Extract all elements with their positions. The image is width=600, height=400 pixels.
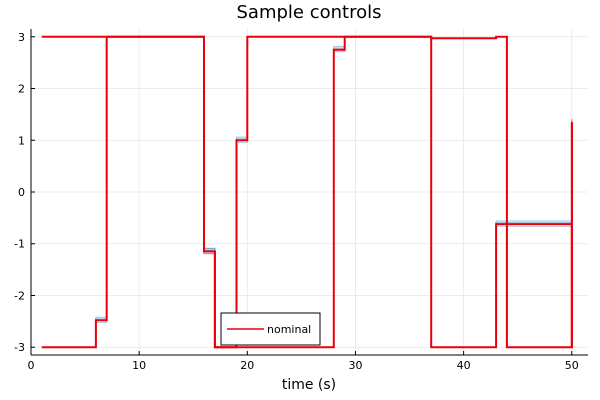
chart-title: Sample controls [237,2,382,23]
x-tick-label: 0 [28,359,35,372]
y-tick-label: -1 [14,238,25,251]
x-tick-label: 30 [348,359,362,372]
series-line-control-2 [41,35,573,349]
x-tick-label: 10 [132,359,146,372]
legend: nominal [220,312,321,346]
x-tick-label: 50 [565,359,579,372]
y-tick-label: 1 [18,134,25,147]
grid [30,29,588,355]
y-tick-label: -3 [14,341,25,354]
series-lines [41,35,573,349]
axes [30,29,588,356]
x-tick-label: 40 [457,359,471,372]
series-line-nominal [41,35,573,349]
legend-label-nominal: nominal [267,323,311,336]
y-tick-label: 0 [18,186,25,199]
tick-labels: 0 10 20 30 40 50 -3 -2 -1 0 1 2 3 [14,31,579,372]
y-tick-label: 2 [18,83,25,96]
y-tick-label: 3 [18,31,25,44]
x-tick-label: 20 [240,359,254,372]
y-tick-label: -2 [14,289,25,302]
x-axis-title: time (s) [282,377,336,393]
